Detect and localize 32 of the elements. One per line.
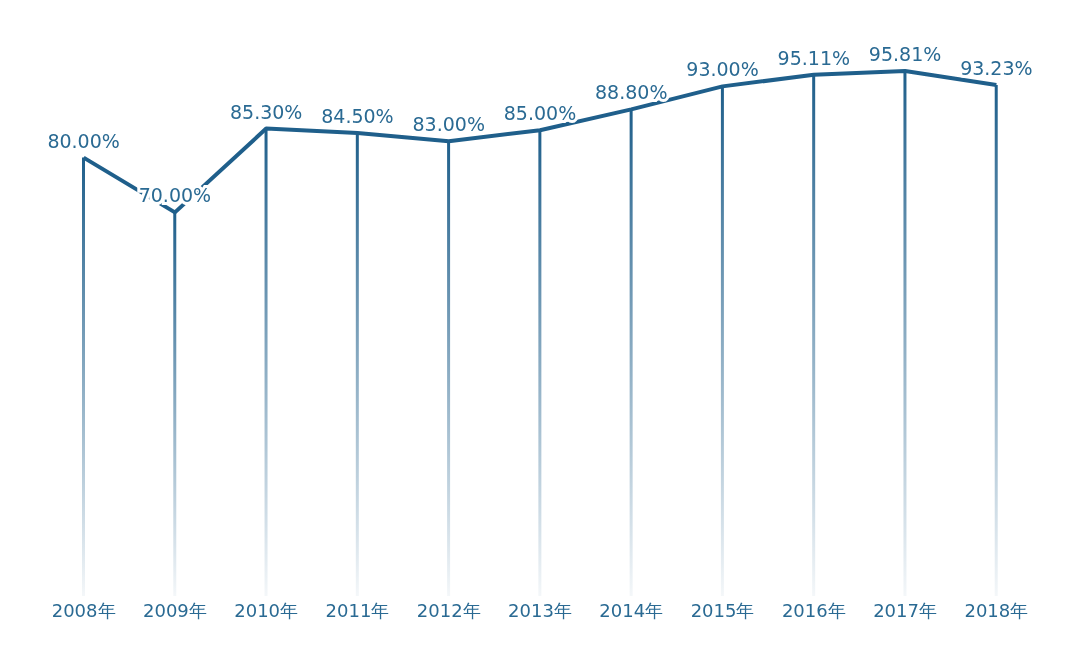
x-tick-label: 2018年 [964,599,1029,621]
data-label: 80.00% [47,129,120,152]
x-tick-label: 2013年 [508,599,572,621]
bar [173,212,177,596]
bar [720,86,724,596]
bar [447,141,451,596]
x-tick-label: 2012年 [416,599,481,621]
bar [994,85,998,596]
x-tick-label: 2009年 [143,599,207,621]
x-tick-label: 2015年 [690,599,755,621]
x-tick-label: 2016年 [781,599,846,621]
data-label: 93.00% [686,58,759,81]
x-tick-label: 2011年 [325,599,390,621]
data-label: 85.00% [503,102,577,125]
bar [812,74,816,596]
data-label: 84.50% [321,104,394,127]
bar [355,132,359,596]
bar [264,128,268,596]
bar [629,109,633,596]
data-label: 95.81% [868,42,942,65]
data-label: 83.00% [412,113,485,136]
bar [538,130,542,596]
data-label: 85.30% [229,100,303,123]
x-tick-label: 2008年 [51,599,116,621]
bar [82,157,85,596]
data-label: 93.23% [960,57,1033,80]
data-label: 88.80% [595,81,668,104]
x-tick-label: 2017年 [873,599,937,621]
data-label: 95.11% [777,46,851,69]
x-tick-label: 2014年 [599,599,664,621]
bar [903,70,907,596]
x-tick-label: 2010年 [234,599,299,621]
